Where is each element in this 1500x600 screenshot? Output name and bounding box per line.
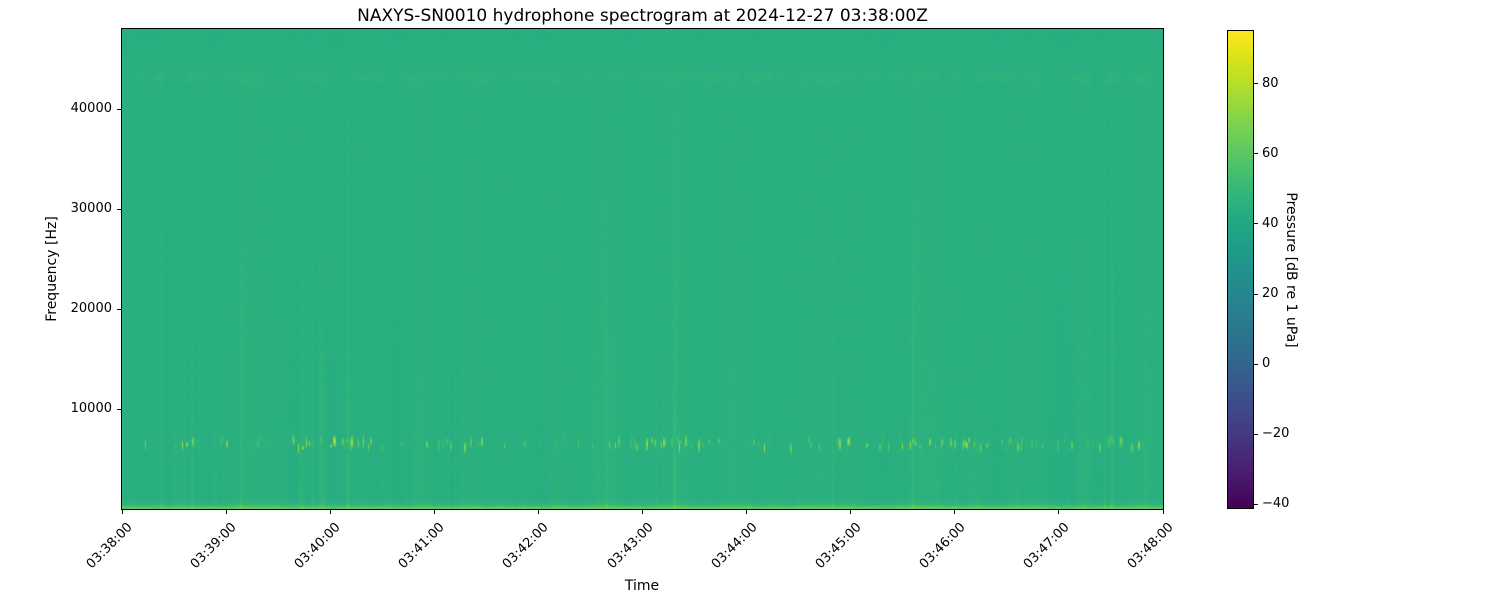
colorbar-tick-label: 20 [1262,286,1279,302]
x-tick-label: 03:46:00 [916,520,969,572]
x-axis-label: Time [624,578,660,594]
x-tick-mark [1162,510,1164,514]
x-tick-label: 03:48:00 [1124,520,1177,572]
x-tick-label: 03:47:00 [1020,520,1073,572]
y-tick-mark [117,308,121,310]
y-tick-mark [117,408,121,410]
x-tick-label: 03:38:00 [83,520,136,572]
colorbar-tick-label: −20 [1262,426,1290,442]
x-tick-label: 03:44:00 [708,520,761,572]
x-tick-label: 03:41:00 [396,520,448,572]
x-tick-mark [537,510,539,514]
colorbar-tick-label: 80 [1262,75,1279,91]
x-tick-label: 03:45:00 [812,520,865,572]
x-tick-mark [121,510,123,514]
colorbar-tick-mark [1254,293,1258,295]
y-tick-label: 30000 [70,201,112,216]
colorbar-tick-mark [1254,433,1258,435]
spectrogram-image [122,29,1163,509]
plot-area [121,28,1164,510]
colorbar-label: Pressure [dB re 1 uPa] [1283,192,1299,348]
colorbar-tick-label: 60 [1262,145,1279,161]
x-tick-mark [746,510,748,514]
x-tick-label: 03:42:00 [500,520,552,572]
x-tick-label: 03:43:00 [604,520,657,572]
x-tick-mark [433,510,435,514]
x-tick-mark [850,510,852,514]
colorbar-tick-mark [1254,503,1258,505]
x-tick-mark [954,510,956,514]
colorbar-tick-label: 40 [1262,215,1279,231]
x-tick-label: 03:39:00 [187,520,240,572]
colorbar-tick-label: 0 [1262,356,1271,372]
x-tick-mark [1058,510,1060,514]
colorbar-tick-label: −40 [1262,496,1290,512]
x-tick-mark [642,510,643,514]
colorbar-tick-mark [1254,83,1258,85]
x-tick-label: 03:40:00 [291,520,344,572]
y-tick-label: 10000 [70,401,112,416]
y-tick-mark [117,208,121,210]
colorbar-tick-mark [1254,223,1258,225]
colorbar-tick-mark [1254,363,1258,365]
colorbar-tick-mark [1254,153,1258,155]
x-tick-mark [329,510,331,514]
y-tick-mark [117,108,121,110]
colorbar [1227,30,1254,509]
chart-title: NAXYS-SN0010 hydrophone spectrogram at 2… [357,6,928,26]
x-tick-mark [225,510,227,514]
colorbar-gradient [1228,31,1253,508]
y-tick-label: 40000 [70,101,112,116]
y-tick-label: 20000 [70,301,112,316]
